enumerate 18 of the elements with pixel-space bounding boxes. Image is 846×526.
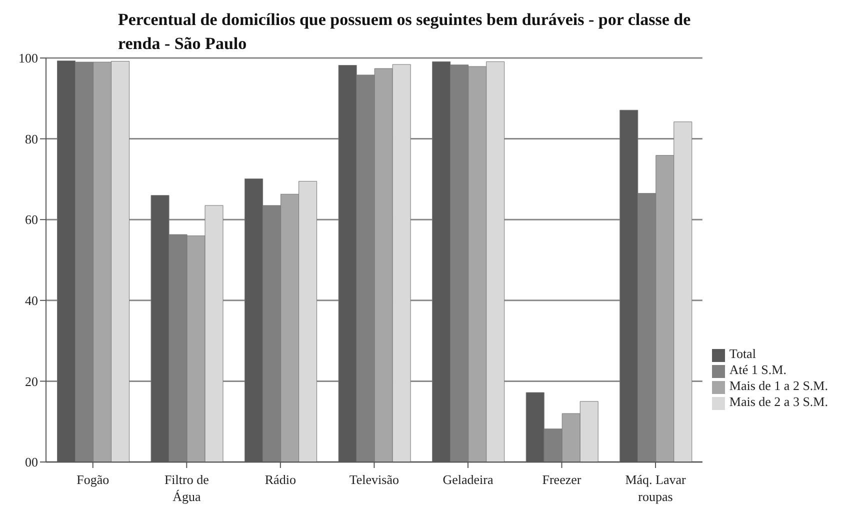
x-tick-label: Máq. Lavar roupas bbox=[625, 472, 687, 504]
y-tick-label: 00 bbox=[25, 454, 38, 470]
x-tick-label: Freezer bbox=[542, 472, 582, 487]
y-tick-label: 20 bbox=[25, 374, 38, 389]
x-tick-label: Rádio bbox=[264, 472, 296, 487]
legend-label: Até 1 S.M. bbox=[729, 362, 786, 377]
y-tick-label: 80 bbox=[25, 131, 38, 146]
x-tick-label: Geladeira bbox=[442, 472, 494, 487]
y-tick-label: 40 bbox=[25, 293, 38, 308]
legend-label: Mais de 1 a 2 S.M. bbox=[729, 378, 828, 393]
chart-title: Percentual de domicílios que possuem os seguintes bem duráveis - por classe de renda - São Paulo bbox=[118, 9, 692, 53]
x-tick-label: Televisão bbox=[349, 472, 400, 487]
legend-label: Total bbox=[729, 346, 756, 361]
x-tick-label: Fogão bbox=[76, 472, 110, 487]
y-tick-label: 60 bbox=[25, 212, 38, 228]
x-tick-label: Filtro de Água bbox=[164, 472, 210, 504]
y-tick-label: 100 bbox=[18, 50, 38, 66]
legend-label: Mais de 2 a 3 S.M. bbox=[729, 394, 828, 409]
